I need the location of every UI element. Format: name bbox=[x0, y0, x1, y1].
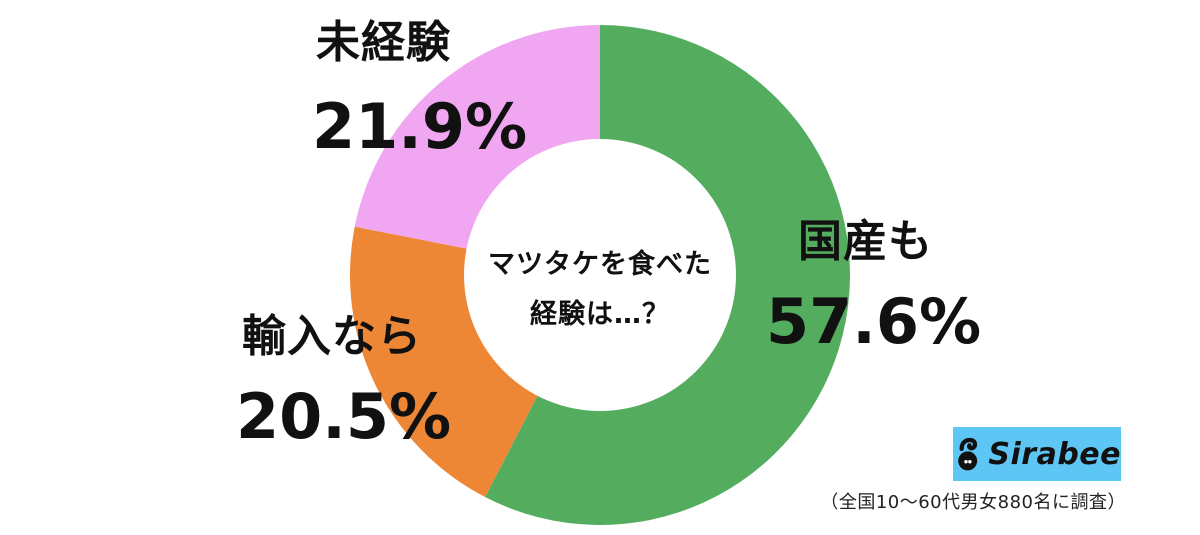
label-domestic: 国産も bbox=[798, 216, 933, 267]
sirabee-swan-icon bbox=[958, 437, 978, 471]
title-line-1: マツタケを食べた bbox=[488, 249, 712, 280]
sirabee-logo: Sirabee bbox=[953, 427, 1121, 481]
label-never: 未経験 bbox=[316, 17, 451, 68]
donut-hole bbox=[464, 139, 736, 411]
value-never: 21.9% bbox=[312, 90, 528, 163]
label-imported: 輸入なら bbox=[242, 311, 422, 362]
value-domestic: 57.6% bbox=[766, 285, 982, 358]
survey-source-note: （全国10〜60代男女880名に調査） bbox=[820, 492, 1126, 513]
chart-title: マツタケを食べた 経験は…？ bbox=[464, 240, 736, 340]
title-line-2: 経験は…？ bbox=[530, 299, 670, 330]
value-imported: 20.5% bbox=[236, 380, 452, 453]
sirabee-logo-text: Sirabee bbox=[988, 436, 1121, 472]
